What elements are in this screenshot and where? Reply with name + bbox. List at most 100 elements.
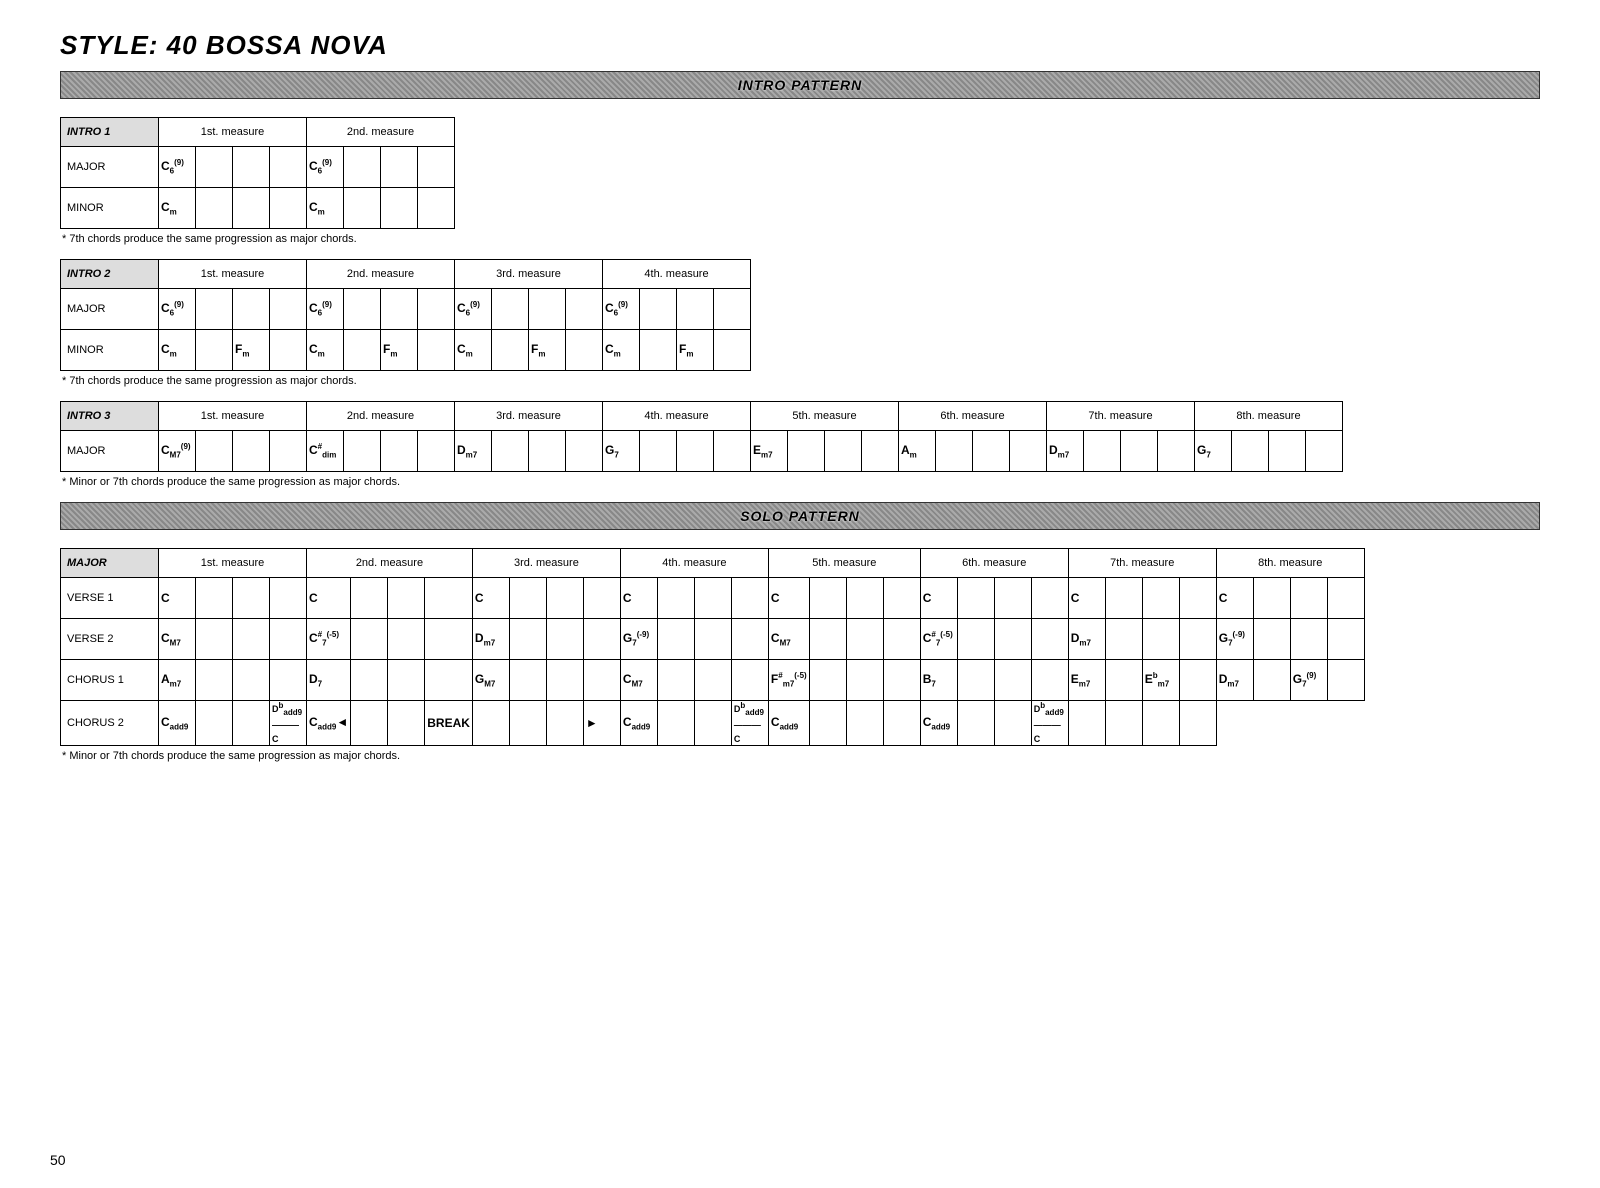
beat-cell: CM7(9) xyxy=(159,431,196,472)
beat-cell: Cm xyxy=(307,330,344,371)
beat-cell: Fm xyxy=(529,330,566,371)
row-label: VERSE 1 xyxy=(61,578,159,619)
beat-cell: C6(9) xyxy=(159,147,196,188)
beat-cell: C xyxy=(159,578,196,619)
beat-cell xyxy=(546,660,583,701)
measure-header: 1st. measure xyxy=(159,118,307,147)
beat-cell: C xyxy=(620,578,657,619)
beat-cell xyxy=(825,431,862,472)
beat-cell xyxy=(566,330,603,371)
intro1-container: INTRO 11st. measure2nd. measureMAJORC6(9… xyxy=(60,117,1540,245)
measure-header: 6th. measure xyxy=(899,402,1047,431)
beat-cell xyxy=(509,578,546,619)
beat-cell: C6(9) xyxy=(603,289,640,330)
beat-cell: C#dim xyxy=(307,431,344,472)
beat-cell xyxy=(1179,619,1216,660)
beat-cell xyxy=(788,431,825,472)
intro3-table: INTRO 31st. measure2nd. measure3rd. meas… xyxy=(60,401,1343,472)
beat-cell xyxy=(492,330,529,371)
beat-cell xyxy=(1105,619,1142,660)
beat-cell xyxy=(381,147,418,188)
beat-cell xyxy=(1105,660,1142,701)
beat-cell xyxy=(657,701,694,746)
beat-cell: G7(-9) xyxy=(620,619,657,660)
measure-header: 2nd. measure xyxy=(307,402,455,431)
beat-cell xyxy=(1253,619,1290,660)
beat-cell xyxy=(731,578,768,619)
beat-cell xyxy=(583,660,620,701)
beat-cell xyxy=(957,578,994,619)
beat-cell xyxy=(677,431,714,472)
beat-cell: Em7 xyxy=(751,431,788,472)
beat-cell xyxy=(529,289,566,330)
beat-cell xyxy=(640,431,677,472)
beat-cell xyxy=(233,431,270,472)
beat-cell xyxy=(583,619,620,660)
beat-cell xyxy=(714,330,751,371)
beat-cell: BREAK xyxy=(425,701,473,746)
measure-header: 2nd. measure xyxy=(307,260,455,289)
beat-cell: Dbadd9―――C xyxy=(1031,701,1068,746)
beat-cell xyxy=(657,578,694,619)
beat-cell xyxy=(1179,701,1216,746)
beat-cell xyxy=(233,619,270,660)
beat-cell: F#m7(-5) xyxy=(768,660,809,701)
beat-cell xyxy=(233,188,270,229)
measure-header: 1st. measure xyxy=(159,260,307,289)
beat-cell xyxy=(566,431,603,472)
beat-cell xyxy=(677,289,714,330)
beat-cell: Em7 xyxy=(1068,660,1105,701)
beat-cell: C xyxy=(1216,578,1253,619)
beat-cell: Fm xyxy=(677,330,714,371)
beat-cell: Dm7 xyxy=(472,619,509,660)
beat-cell xyxy=(492,431,529,472)
footnote: * 7th chords produce the same progressio… xyxy=(62,375,1540,387)
beat-cell xyxy=(973,431,1010,472)
beat-cell: Am xyxy=(899,431,936,472)
beat-cell: Dm7 xyxy=(455,431,492,472)
beat-cell xyxy=(809,619,846,660)
measure-header: 4th. measure xyxy=(603,402,751,431)
beat-cell xyxy=(196,289,233,330)
beat-cell: G7 xyxy=(603,431,640,472)
row-label: VERSE 2 xyxy=(61,619,159,660)
row-label: MAJOR xyxy=(61,431,159,472)
beat-cell: C xyxy=(920,578,957,619)
beat-cell xyxy=(846,701,883,746)
beat-cell: Cadd9 xyxy=(159,701,196,746)
beat-cell xyxy=(846,660,883,701)
beat-cell xyxy=(994,701,1031,746)
beat-cell xyxy=(270,660,307,701)
beat-cell xyxy=(566,289,603,330)
beat-cell xyxy=(196,578,233,619)
beat-cell xyxy=(381,431,418,472)
section-header: INTRO 3 xyxy=(61,402,159,431)
beat-cell: B7 xyxy=(920,660,957,701)
beat-cell xyxy=(344,289,381,330)
beat-cell: D7 xyxy=(307,660,351,701)
beat-cell xyxy=(233,701,270,746)
beat-cell xyxy=(694,701,731,746)
beat-cell xyxy=(351,660,388,701)
beat-cell: C6(9) xyxy=(307,147,344,188)
beat-cell xyxy=(233,578,270,619)
beat-cell: Fm xyxy=(381,330,418,371)
beat-cell: Ebm7 xyxy=(1142,660,1179,701)
beat-cell xyxy=(388,701,425,746)
beat-cell xyxy=(270,619,307,660)
beat-cell xyxy=(994,619,1031,660)
beat-cell xyxy=(883,701,920,746)
measure-header: 2nd. measure xyxy=(307,118,455,147)
beat-cell xyxy=(196,619,233,660)
beat-cell xyxy=(196,330,233,371)
beat-cell: GM7 xyxy=(472,660,509,701)
beat-cell xyxy=(694,619,731,660)
beat-cell xyxy=(714,431,751,472)
beat-cell xyxy=(344,188,381,229)
measure-header: 2nd. measure xyxy=(307,549,473,578)
beat-cell: Dm7 xyxy=(1216,660,1253,701)
beat-cell: Cm xyxy=(159,330,196,371)
beat-cell: Dm7 xyxy=(1068,619,1105,660)
beat-cell xyxy=(196,147,233,188)
beat-cell xyxy=(492,289,529,330)
